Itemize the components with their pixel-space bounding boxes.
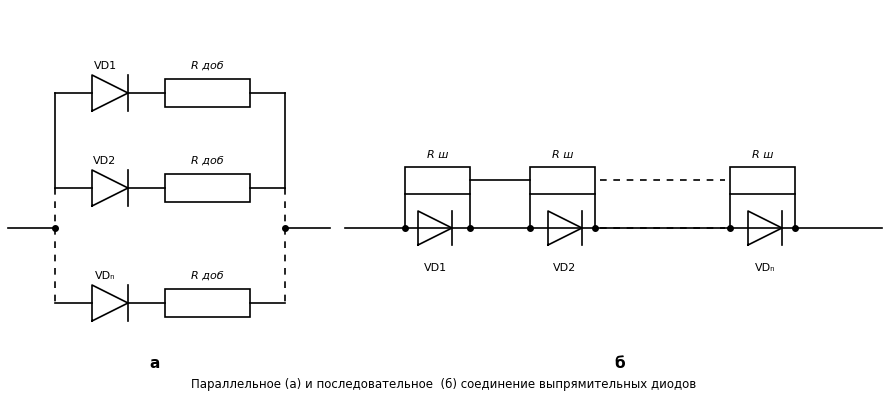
Bar: [165, 289, 250, 317]
Text: R ш: R ш: [752, 150, 773, 160]
Text: R доб: R доб: [191, 271, 224, 281]
Text: VD1: VD1: [424, 263, 447, 273]
Text: VDₙ: VDₙ: [95, 271, 115, 281]
Text: R ш: R ш: [551, 150, 573, 160]
Bar: [165, 79, 250, 107]
Bar: [165, 174, 250, 202]
Text: VD1: VD1: [93, 61, 116, 71]
Bar: [730, 167, 795, 193]
Text: Параллельное (а) и последовательное  (б) соединение выпрямительных диодов: Параллельное (а) и последовательное (б) …: [192, 378, 696, 391]
Bar: [530, 167, 595, 193]
Text: R доб: R доб: [191, 61, 224, 71]
Text: VD2: VD2: [553, 263, 576, 273]
Bar: [405, 167, 470, 193]
Text: R ш: R ш: [427, 150, 448, 160]
Text: б: б: [614, 356, 625, 371]
Text: R доб: R доб: [191, 156, 224, 166]
Text: VD2: VD2: [93, 156, 116, 166]
Text: а: а: [150, 356, 160, 371]
Text: VDₙ: VDₙ: [755, 263, 775, 273]
